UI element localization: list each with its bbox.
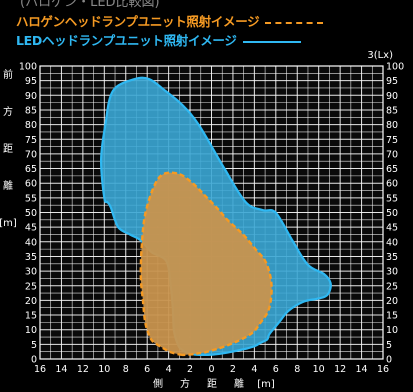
y-tick-label-right: 0 [386,355,392,366]
x-tick-label: 16 [34,364,46,375]
y-tick-label-left: 0 [31,355,37,366]
x-tick-label: 8 [294,364,300,375]
x-tick-label: 12 [334,364,346,375]
y-tick-label-right: 10 [386,325,398,336]
axis-titles: 3(Lx)前方距離[m]側方距離 [m] [0,50,393,390]
y-axis-title-char: 前 [3,68,13,81]
x-tick-label: 14 [55,364,67,375]
y-tick-label-right: 30 [386,267,398,278]
y-axis-title-char: 距 [3,143,13,155]
y-tick-label-left: 20 [25,296,37,307]
y-tick-label-right: 25 [386,281,398,292]
x-tick-label: 2 [230,364,236,375]
y-tick-label-right: 70 [386,149,398,160]
x-tick-label: 4 [251,364,257,375]
y-tick-label-left: 15 [25,311,37,322]
x-tick-label: 6 [273,364,279,375]
x-tick-label: 12 [77,364,89,375]
y-tick-label-left: 30 [25,267,37,278]
y-tick-label-right: 40 [386,237,398,248]
y-tick-label-right: 60 [386,179,398,190]
x-axis-title-char: 方 [180,377,190,390]
y-tick-label-right: 35 [386,252,398,263]
x-tick-label: 4 [166,364,172,375]
x-tick-label: 14 [356,364,368,375]
y-tick-label-right: 20 [386,296,398,307]
x-axis-title-char: [m] [257,379,275,390]
halogen-beam-area [139,171,273,357]
y-tick-label-left: 85 [25,105,37,116]
y-tick-label-left: 55 [25,193,37,204]
plot-border [39,65,384,360]
y-tick-label-right: 90 [386,91,398,102]
x-tick-label: 8 [123,364,129,375]
y-tick-label-left: 100 [19,62,37,73]
y-tick-label-left: 35 [25,252,37,263]
y-axis-title-char: 離 [3,179,13,192]
legend-halogen: ハロゲンヘッドランプユニット照射イメージ [16,11,324,30]
y-tick-label-right: 85 [386,105,398,116]
x-axis-title-char: 側 [153,377,163,390]
unit-label: 3(Lx) [367,50,393,61]
y-tick-label-right: 45 [386,223,398,234]
y-tick-label-left: 25 [25,281,37,292]
y-tick-label-left: 45 [25,223,37,234]
legend-halogen-swatch [265,21,324,24]
y-tick-label-left: 10 [25,325,37,336]
y-tick-label-right: 95 [386,76,398,87]
x-tick-label: 2 [187,364,193,375]
y-tick-label-right: 55 [386,193,398,204]
y-tick-label-left: 65 [25,164,37,175]
x-axis-title-char: 距 [207,378,217,390]
cropped-header-text: (ハロゲン・LED比較図) [20,0,160,8]
y-tick-label-right: 80 [386,120,398,131]
y-tick-label-right: 75 [386,135,398,146]
y-tick-label-left: 95 [25,76,37,87]
y-tick-label-right: 65 [386,164,398,175]
y-tick-label-left: 60 [25,179,37,190]
y-axis-title-char: [m] [0,218,17,229]
y-tick-label-left: 80 [25,120,37,131]
plot-frame [39,65,384,360]
x-tick-label: 0 [208,364,214,375]
series-areas [99,76,332,357]
x-tick-label: 10 [313,364,325,375]
y-tick-label-left: 70 [25,149,37,160]
legend-led-swatch [242,40,301,43]
y-tick-label-right: 15 [386,311,398,322]
x-tick-label: 10 [98,364,110,375]
y-tick-label-right: 100 [386,62,404,73]
y-tick-label-left: 90 [25,91,37,102]
x-axis-title-char: 離 [234,377,244,390]
cropped-header: (ハロゲン・LED比較図) [0,0,413,8]
legend-led: LEDヘッドランプユニット照射イメージ [16,30,301,49]
x-tick-label: 16 [377,364,389,375]
y-tick-label-right: 50 [386,208,398,219]
legend-halogen-label: ハロゲンヘッドランプユニット照射イメージ [16,14,260,29]
y-tick-label-right: 5 [386,340,392,351]
legend-led-label: LEDヘッドランプユニット照射イメージ [16,33,237,48]
x-tick-label: 6 [144,364,150,375]
y-tick-label-left: 75 [25,135,37,146]
y-tick-label-left: 40 [25,237,37,248]
y-tick-label-left: 5 [31,340,37,351]
y-axis-title-char: 方 [3,105,13,118]
y-tick-label-left: 50 [25,208,37,219]
